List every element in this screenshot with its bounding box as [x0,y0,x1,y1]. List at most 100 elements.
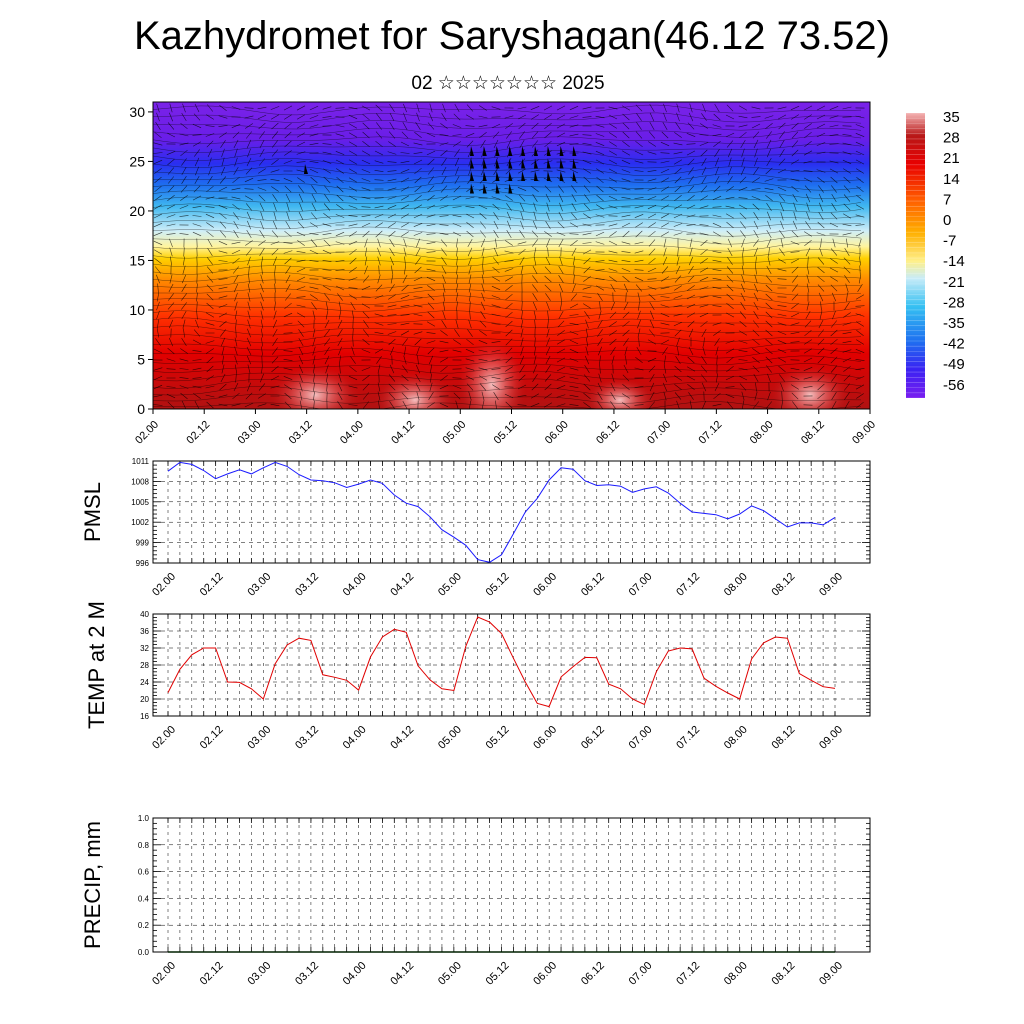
x-tick-label: 09.00 [817,724,845,752]
y-tick-label: 24 [140,678,149,687]
x-tick-label: 06.00 [531,571,559,599]
colorbar-tick-label: 28 [943,130,960,147]
section-y-tick-label: 0 [137,401,145,417]
section-x-tick-label: 06.00 [543,419,571,447]
x-tick-label: 03.12 [293,960,321,988]
precip-x-axis: 02.00 02.12 03.00 03.12 04.00 04.12 05.00 05.12… [150,960,845,988]
colorbar-tick-label: -49 [943,356,965,373]
temp-y-label: TEMP at 2 M [84,601,109,729]
section-x-tick-label: 06.12 [594,419,622,447]
temp-frame [152,613,871,717]
y-tick-label: 16 [140,712,149,721]
x-tick-label: 08.12 [770,724,798,752]
x-tick-label: 04.00 [341,571,369,599]
section-y-tick-label: 25 [129,153,145,169]
y-tick-label: 28 [140,661,149,670]
x-tick-label: 04.00 [341,960,369,988]
colorbar-tick-label: -21 [943,274,965,291]
x-tick-label: 05.00 [436,960,464,988]
precip-grid [153,817,870,953]
cross-section-x-axis: 02.00 02.12 03.00 03.12 04.00 04.12 05.00 05.12… [133,409,878,447]
x-tick-label: 07.12 [674,960,702,988]
x-tick-label: 07.00 [627,571,655,599]
section-x-tick-label: 04.00 [338,419,366,447]
y-tick-label: 32 [140,644,149,653]
pmsl-y-axis: 996 999 1002 1005 1008 1011 [131,457,149,568]
y-tick-label: 20 [140,695,149,704]
y-tick-label: 1002 [131,518,149,527]
cross-section-y-axis: 0 5 10 15 20 25 30 [129,104,153,417]
section-y-tick-label: 15 [129,252,145,268]
x-tick-label: 08.12 [770,960,798,988]
section-x-tick-label: 05.00 [440,419,468,447]
y-tick-label: 0.0 [138,948,150,957]
temp-series-line [167,616,836,708]
x-tick-label: 06.12 [579,571,607,599]
colorbar-bands [906,112,925,399]
section-x-tick-label: 05.12 [492,419,520,447]
chart-title: Kazhydromet for Saryshagan(46.12 73.52) [134,14,890,58]
pmsl-y-label: PMSL [80,482,105,542]
precip-y-label: PRECIP, mm [80,821,105,949]
section-y-tick-label: 10 [129,302,145,318]
x-tick-label: 03.00 [245,960,273,988]
x-tick-label: 04.12 [388,724,416,752]
y-tick-label: 0.8 [138,841,150,850]
y-tick-label: 0.4 [138,894,150,903]
x-tick-label: 04.00 [341,724,369,752]
x-tick-label: 04.12 [388,571,416,599]
y-tick-label: 0.2 [138,921,150,930]
pmsl-x-axis: 02.00 02.12 03.00 03.12 04.00 04.12 05.00 05.12… [150,571,845,599]
x-tick-label: 04.12 [388,960,416,988]
colorbar-tick-label: 35 [943,109,960,126]
x-tick-label: 07.00 [627,724,655,752]
pmsl-panel: 996 999 1002 1005 1008 1011 02.00 02.12 03.00 03… [80,457,871,599]
x-tick-label: 05.12 [484,960,512,988]
temp-panel: 16 20 24 28 32 36 40 02.00 02.12 03.00 03.12 04.00… [84,601,871,752]
y-tick-label: 999 [136,539,150,548]
colorbar-tick-label: 21 [943,150,960,167]
x-tick-label: 09.00 [817,960,845,988]
cross-section-panel: 0 5 10 15 20 25 30 02.00 02.12 03.00 03.12 04.00 04… [129,101,878,447]
x-tick-label: 07.00 [627,960,655,988]
y-tick-label: 1008 [131,477,149,486]
x-tick-label: 06.00 [531,960,559,988]
pmsl-grid [153,460,870,564]
y-tick-label: 1005 [131,498,149,507]
x-tick-label: 07.12 [674,571,702,599]
colorbar-tick-label: -14 [943,253,965,270]
x-tick-label: 02.12 [198,724,226,752]
x-tick-label: 08.00 [722,724,750,752]
warm-cores [153,103,865,409]
temp-x-axis: 02.00 02.12 03.00 03.12 04.00 04.12 05.00 05.12… [150,724,845,752]
colorbar-tick-label: 14 [943,171,960,188]
x-tick-label: 05.00 [436,724,464,752]
section-x-tick-label: 07.00 [645,419,673,447]
section-x-tick-label: 03.00 [236,419,264,447]
section-x-tick-label: 08.12 [799,419,827,447]
y-tick-label: 40 [140,610,149,619]
section-x-tick-label: 07.12 [697,419,725,447]
x-tick-label: 06.12 [579,960,607,988]
x-tick-label: 08.00 [722,571,750,599]
x-tick-label: 03.12 [293,724,321,752]
x-tick-label: 03.00 [245,571,273,599]
section-x-tick-label: 03.12 [287,419,315,447]
section-y-tick-label: 5 [137,351,145,367]
x-tick-label: 09.00 [817,571,845,599]
y-tick-label: 0.6 [138,868,150,877]
colorbar-tick-label: 7 [943,191,951,208]
section-x-tick-label: 09.00 [850,419,878,447]
x-tick-label: 05.12 [484,571,512,599]
y-tick-label: 36 [140,627,149,636]
x-tick-label: 02.00 [150,724,178,752]
colorbar-tick-label: -42 [943,336,965,353]
chart-subtitle: 02 ☆☆☆☆☆☆☆ 2025 [411,73,605,94]
x-tick-label: 07.12 [674,724,702,752]
x-tick-label: 06.00 [531,724,559,752]
section-x-tick-label: 04.12 [389,419,417,447]
colorbar: 35 28 21 14 7 0 -7 -14 -21 -28 -35 -42 -49 -56 [906,109,965,399]
colorbar-tick-label: -28 [943,294,965,311]
colorbar-tick-label: -7 [943,233,956,250]
